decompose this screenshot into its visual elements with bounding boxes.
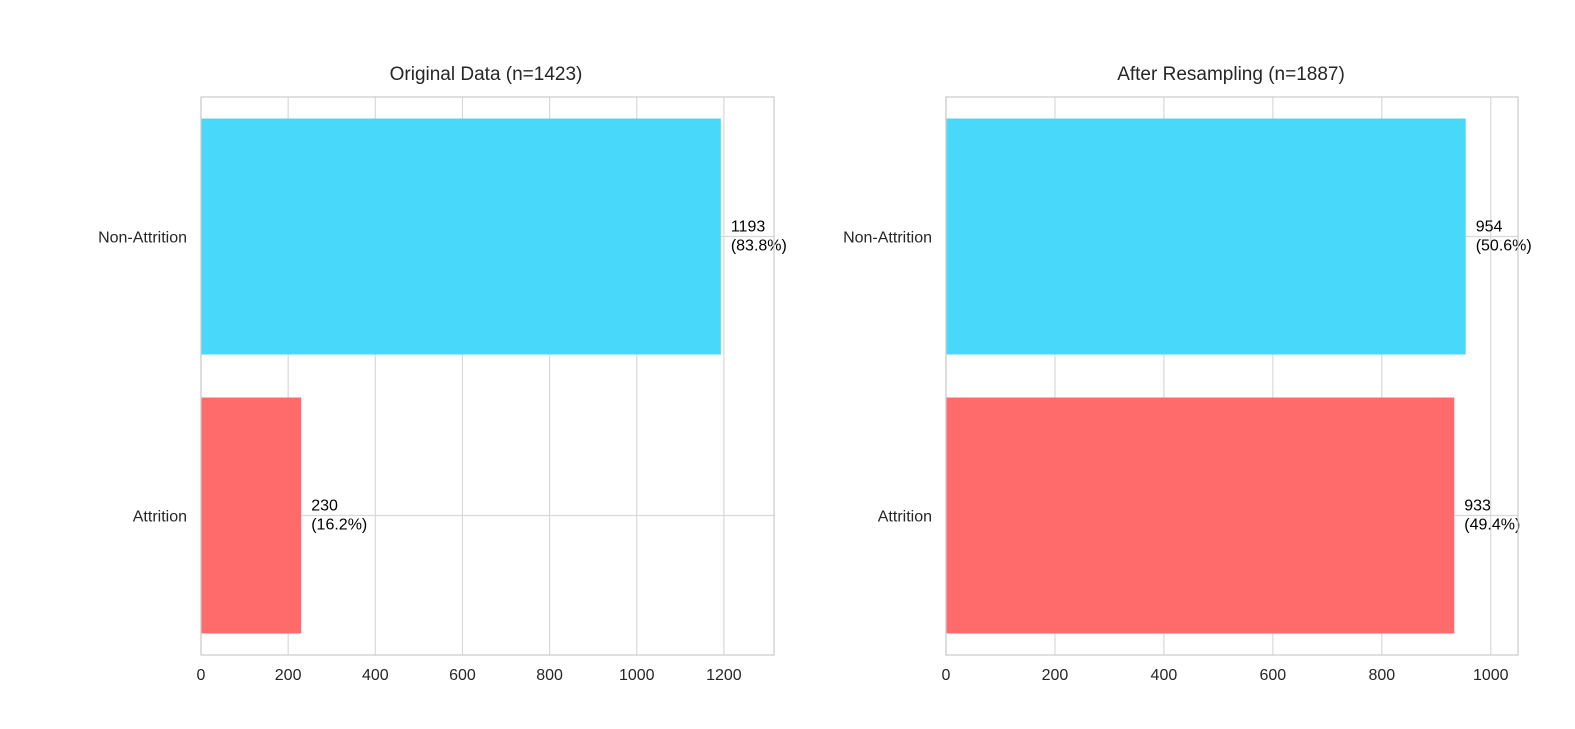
- data-label-percent: (16.2%): [311, 517, 367, 534]
- chart-title: After Resampling (n=1887): [1117, 64, 1345, 85]
- data-label-count: 954: [1476, 219, 1503, 236]
- data-label-count: 230: [311, 498, 338, 515]
- data-label-percent: (49.4%): [1464, 517, 1520, 534]
- x-tick-label: 1000: [619, 667, 655, 684]
- data-label-count: 933: [1464, 498, 1491, 515]
- category-label: Non-Attrition: [98, 230, 187, 247]
- chart-after-resampling: After Resampling (n=1887) 0 200 400 600 800 1…: [843, 64, 1532, 684]
- chart-title: Original Data (n=1423): [390, 64, 583, 85]
- category-label: Attrition: [133, 509, 187, 526]
- x-tick-label: 200: [275, 667, 302, 684]
- axes-frame: [200, 96, 775, 656]
- x-tick-label: 0: [942, 667, 951, 684]
- category-label: Attrition: [878, 509, 932, 526]
- x-tick-label: 600: [449, 667, 476, 684]
- x-tick-label: 800: [1368, 667, 1395, 684]
- x-tick-label: 400: [1151, 667, 1178, 684]
- x-tick-label: 600: [1260, 667, 1287, 684]
- data-label: 230 (16.2%): [311, 498, 367, 534]
- data-label: 933 (49.4%): [1464, 498, 1520, 534]
- chart-original-data: Original Data (n=1423) 0 200 400 600 800 1000…: [98, 64, 787, 684]
- bar-non-attrition: [201, 118, 721, 355]
- x-tick-label: 200: [1042, 667, 1069, 684]
- data-label: 1193 (83.8%): [731, 219, 787, 255]
- category-label: Non-Attrition: [843, 230, 932, 247]
- x-tick-label: 1200: [706, 667, 742, 684]
- data-label-percent: (50.6%): [1476, 238, 1532, 255]
- bar-attrition: [201, 397, 302, 634]
- bar-non-attrition: [946, 118, 1466, 355]
- x-tick-label: 400: [362, 667, 389, 684]
- data-label-percent: (83.8%): [731, 238, 787, 255]
- axes-frame: [945, 96, 1519, 656]
- x-tick-label: 800: [536, 667, 563, 684]
- data-label-count: 1193: [731, 219, 766, 236]
- x-tick-label: 0: [197, 667, 206, 684]
- bar-attrition: [946, 397, 1455, 634]
- x-tick-label: 1000: [1473, 667, 1509, 684]
